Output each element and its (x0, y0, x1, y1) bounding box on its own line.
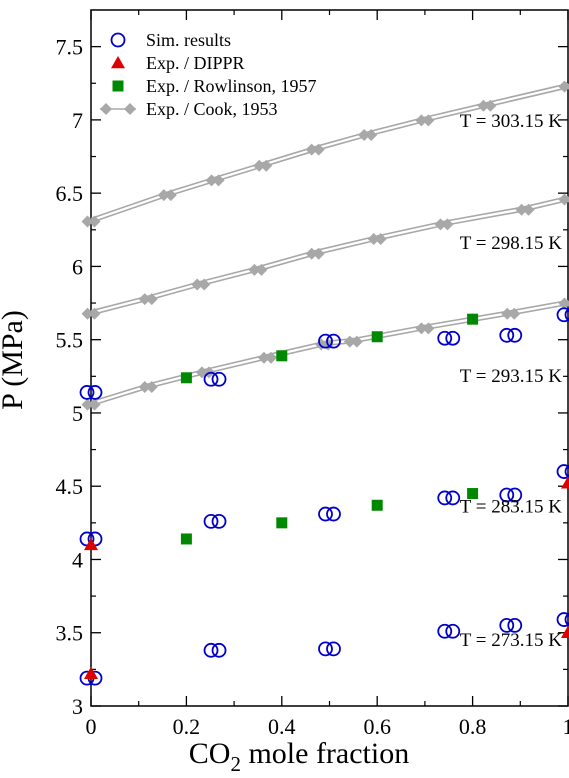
temperature-label: T = 273.15 K (460, 630, 562, 651)
x-tick-label: 0.8 (459, 714, 487, 739)
cook-curve-line (91, 305, 568, 406)
legend-label: Exp. / Cook, 1953 (146, 99, 278, 119)
rowlinson-point (276, 350, 287, 361)
rowlinson-point (372, 331, 383, 342)
temperature-label: T = 298.15 K (460, 233, 562, 254)
legend-marker (112, 34, 125, 47)
y-tick-label: 4.5 (56, 474, 84, 499)
legend-label: Exp. / DIPPR (146, 53, 245, 73)
dippr-point (84, 538, 98, 550)
sim-result-point (327, 508, 340, 521)
cook-diamond-point (165, 189, 177, 201)
cook-curve-line (91, 201, 568, 315)
x-tick-label: 0.6 (363, 714, 391, 739)
y-tick-label: 6.5 (56, 181, 84, 206)
temperature-label: T = 293.15 K (460, 366, 562, 387)
rowlinson-point (181, 372, 192, 383)
y-tick-label: 6 (72, 254, 83, 279)
sim-result-point (213, 644, 226, 657)
legend-label: Sim. results (146, 30, 231, 50)
rowlinson-point (467, 314, 478, 325)
temperature-label: T = 303.15 K (460, 111, 562, 132)
legend-marker (113, 81, 124, 92)
legend: Sim. results Exp. / DIPPR Exp. / Rowlinson… (100, 30, 317, 119)
y-tick-label: 3 (72, 694, 83, 719)
sim-result-point (327, 642, 340, 655)
rowlinson-point (372, 500, 383, 511)
dippr-point (84, 667, 98, 679)
sim-result-point (508, 329, 521, 342)
cook-diamond-point (146, 293, 158, 305)
y-tick-label: 7.5 (56, 35, 84, 60)
y-axis-label: P (MPa) (0, 310, 29, 410)
x-tick-label: 0 (86, 714, 97, 739)
y-tick-label: 4 (72, 547, 83, 572)
temperature-label: T = 283.15 K (460, 497, 562, 518)
legend-marker (111, 56, 125, 68)
sim-result-point (213, 373, 226, 386)
x-tick-label: 0.2 (173, 714, 201, 739)
y-tick-label: 7 (72, 108, 83, 133)
sim-result-point (446, 625, 459, 638)
x-axis-label-main: CO (189, 737, 231, 770)
y-tick-label: 5 (72, 401, 83, 426)
temperature-labels-layer: T = 303.15 K T = 298.15 K T = 293.15 K T = … (460, 111, 562, 651)
cook-diamond-point (213, 174, 225, 186)
legend-marker (100, 103, 112, 115)
x-tick-label: 1 (563, 714, 569, 739)
legend-marker (124, 103, 136, 115)
x-axis-label-subscript: 2 (230, 752, 241, 773)
sim-result-point (446, 491, 459, 504)
rowlinson-point (276, 517, 287, 528)
x-axis-label: CO2 mole fraction (189, 737, 409, 773)
dippr-point (561, 626, 569, 638)
y-tick-label: 5.5 (56, 328, 84, 353)
legend-label: Exp. / Rowlinson, 1957 (146, 76, 317, 96)
x-axis-label-rest: mole fraction (241, 737, 409, 770)
cook-diamond-point (260, 160, 272, 172)
sim-result-point (446, 332, 459, 345)
cook-diamond-point (255, 264, 267, 276)
y-tick-label: 3.5 (56, 621, 84, 646)
x-tick-label: 0.4 (268, 714, 296, 739)
rowlinson-point (181, 533, 192, 544)
cook-diamond-point (313, 144, 325, 156)
sim-result-point (213, 515, 226, 528)
